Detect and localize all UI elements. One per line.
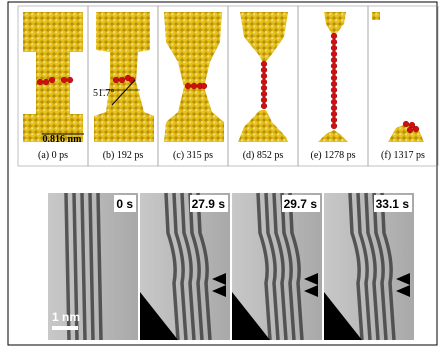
red-atom [261, 85, 267, 91]
panel-caption: (e) 1278 ps [311, 150, 356, 161]
red-atom [331, 33, 337, 39]
red-atom [129, 77, 135, 83]
simulation-panel [238, 12, 288, 142]
time-label: 33.1 s [376, 197, 410, 211]
gold-atoms [372, 12, 380, 20]
simulation-panel [318, 12, 348, 142]
tem-panel: 27.9 s [140, 193, 230, 340]
figure: (a) 0 ps (b) 192 ps (c) 315 ps (d) 852 ps (e… [0, 0, 445, 347]
red-atom [331, 63, 337, 69]
red-atom [331, 75, 337, 81]
red-atom [331, 39, 337, 45]
red-atom [331, 69, 337, 75]
red-atom [331, 117, 337, 123]
red-atom [191, 83, 197, 89]
red-atom [331, 87, 337, 93]
red-atom [331, 81, 337, 87]
red-atom [49, 77, 55, 83]
time-label: 27.9 s [192, 197, 226, 211]
scale-bar-label: 1 nm [52, 310, 80, 324]
red-atom [201, 83, 207, 89]
time-label: 29.7 s [284, 197, 318, 211]
panel-caption: (f) 1317 ps [381, 150, 425, 161]
red-atom [407, 127, 413, 133]
gold-atoms [164, 12, 224, 142]
simulation-panel [94, 12, 154, 142]
gold-atoms [318, 130, 348, 142]
red-atom [331, 93, 337, 99]
scale-bar [52, 326, 78, 330]
red-atom [37, 79, 43, 85]
gold-atoms [240, 12, 288, 64]
red-atom [61, 77, 67, 83]
red-atom [261, 79, 267, 85]
red-atom [331, 45, 337, 51]
time-label: 0 s [116, 197, 133, 211]
panel-caption: (c) 315 ps [173, 150, 213, 161]
panel-caption: (a) 0 ps [38, 150, 68, 161]
red-atom [261, 61, 267, 67]
red-atom [261, 97, 267, 103]
red-atom [331, 105, 337, 111]
red-atom [331, 99, 337, 105]
tem-panel: 33.1 s [324, 193, 414, 340]
gold-atoms [94, 12, 154, 142]
panel-caption: (d) 852 ps [243, 150, 284, 161]
simulation-panel [164, 12, 224, 142]
simulation-panel [372, 12, 424, 142]
red-atom [331, 111, 337, 117]
red-atom [261, 91, 267, 97]
red-atom [331, 57, 337, 63]
red-atom [185, 83, 191, 89]
angle-label: 51.7° [93, 88, 115, 99]
red-atom [67, 77, 73, 83]
gold-atoms [324, 12, 346, 34]
red-atom [261, 67, 267, 73]
gold-atoms [238, 110, 288, 142]
panel-caption: (b) 192 ps [103, 150, 144, 161]
red-atom [331, 123, 337, 129]
red-atom [43, 79, 49, 85]
red-atom [261, 73, 267, 79]
simulation-panel [23, 12, 83, 142]
scale-label: 0.816 nm [43, 134, 83, 145]
red-atom [119, 77, 125, 83]
gold-atoms [23, 12, 83, 142]
red-atom [261, 103, 267, 109]
red-atom [403, 121, 409, 127]
tem-panel: 29.7 s [232, 193, 322, 340]
red-atom [331, 51, 337, 57]
red-atom [413, 126, 419, 132]
red-atom [113, 77, 119, 83]
